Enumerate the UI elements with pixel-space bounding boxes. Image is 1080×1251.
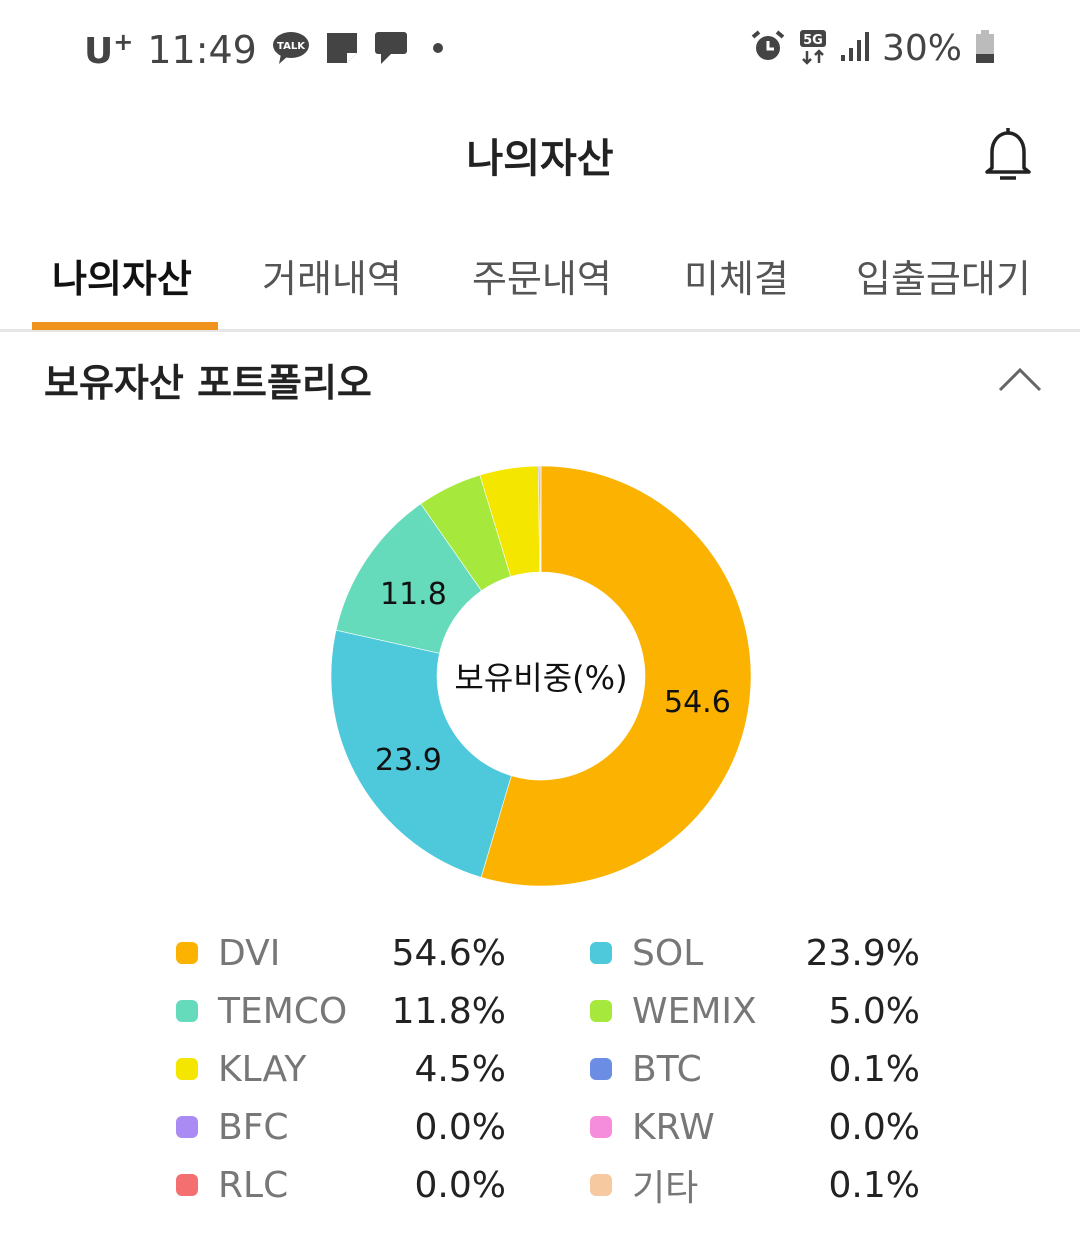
legend-color-dot [590,942,612,964]
chevron-up-icon [998,367,1042,392]
battery-percent: 30% [881,28,962,69]
legend-item-krw: KRW 0.0% [590,1102,920,1152]
legend-name: TEMCO [218,990,348,1032]
slice-label-temco: 11.8 [380,577,447,612]
legend-value: 0.0% [414,1106,506,1148]
tab-trade-history[interactable]: 거래내역 [262,257,402,301]
tab-order-history[interactable]: 주문내역 [472,257,612,301]
legend-color-dot [176,1000,198,1022]
tab-pending-transfers[interactable]: 입출금대기 [856,257,1031,301]
notification-bell-button[interactable] [982,124,1034,184]
legend-color-dot [590,1116,612,1138]
donut-slice-기타[interactable] [539,465,542,573]
legend-item-btc: BTC 0.1% [590,1044,920,1094]
legend-value: 0.1% [828,1048,920,1090]
tab-my-assets[interactable]: 나의자산 [52,257,192,301]
legend-color-dot [176,1174,198,1196]
alarm-icon [750,29,786,69]
carrier-label: U+ [84,28,134,72]
legend-name: SOL [632,932,704,974]
legend-color-dot [590,1058,612,1080]
donut-slice-DVI[interactable] [480,465,752,887]
active-tab-indicator [32,322,218,330]
legend-color-dot [590,1000,612,1022]
svg-text:TALK: TALK [277,41,306,52]
legend-color-dot [176,1058,198,1080]
donut-svg [330,465,752,887]
legend-item-temco: TEMCO 11.8% [176,986,506,1036]
dot-icon [423,33,453,67]
legend-name: KLAY [218,1048,307,1090]
legend-value: 0.1% [828,1164,920,1206]
battery-icon [974,29,996,69]
legend-item-wemix: WEMIX 5.0% [590,986,920,1036]
signal-icon [840,31,870,67]
legend-name: 기타 [632,1168,699,1209]
slice-label-dvi: 54.6 [664,685,731,720]
legend-value: 0.0% [828,1106,920,1148]
legend-item-bfc: BFC 0.0% [176,1102,506,1152]
clock: 11:49 [147,28,257,72]
kakaotalk-icon: TALK [271,30,311,70]
legend-name: RLC [218,1164,289,1206]
portfolio-donut-chart: 보유비중(%) 54.6 23.9 11.8 [330,465,752,887]
legend-value: 11.8% [391,990,506,1032]
legend-item-klay: KLAY 4.5% [176,1044,506,1094]
bell-icon [985,128,1031,180]
legend-name: WEMIX [632,990,757,1032]
legend-name: KRW [632,1106,715,1148]
donut-slice-SOL[interactable] [330,629,512,878]
status-bar: U+ 11:49 TALK 5G 30% [0,0,1080,100]
legend-item-dvi: DVI 54.6% [176,928,506,978]
svg-text:5G: 5G [803,33,823,48]
legend-item-sol: SOL 23.9% [590,928,920,978]
app-header: 나의자산 [0,100,1080,210]
tab-bar: 나의자산 거래내역 주문내역 미체결 입출금대기 [0,230,1080,332]
legend-value: 4.5% [414,1048,506,1090]
section-title: 보유자산 포트폴리오 [44,361,372,405]
legend-value: 23.9% [805,932,920,974]
legend-color-dot [176,942,198,964]
status-left: U+ 11:49 TALK [84,28,453,72]
legend-color-dot [176,1116,198,1138]
message-icon [373,30,409,70]
5g-icon: 5G [798,29,828,69]
legend-color-dot [590,1174,612,1196]
note-icon [325,31,359,69]
slice-label-sol: 23.9 [375,743,442,778]
legend-name: BTC [632,1048,702,1090]
legend-item-rlc: RLC 0.0% [176,1160,506,1210]
tab-unfilled[interactable]: 미체결 [684,257,789,301]
legend-name: BFC [218,1106,289,1148]
page-title: 나의자산 [466,136,614,182]
status-right: 5G 30% [750,28,996,69]
collapse-button[interactable] [996,360,1044,400]
chart-center-label: 보유비중(%) [454,659,628,697]
legend-item-other: 기타 0.1% [590,1160,920,1210]
legend-value: 54.6% [391,932,506,974]
legend-value: 0.0% [414,1164,506,1206]
legend-value: 5.0% [828,990,920,1032]
legend-name: DVI [218,932,281,974]
